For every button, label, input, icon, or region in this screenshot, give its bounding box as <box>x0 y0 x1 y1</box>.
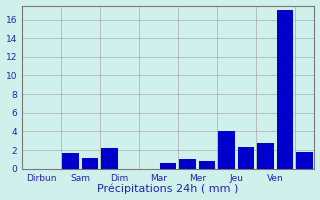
Bar <box>101 148 118 169</box>
Bar <box>160 163 176 169</box>
Bar <box>82 158 99 169</box>
Bar <box>257 143 274 169</box>
Bar <box>218 131 235 169</box>
X-axis label: Précipitations 24h ( mm ): Précipitations 24h ( mm ) <box>98 184 239 194</box>
Bar <box>180 159 196 169</box>
Bar <box>277 10 293 169</box>
Bar <box>296 152 313 169</box>
Bar <box>199 161 215 169</box>
Bar <box>238 147 254 169</box>
Bar <box>62 153 79 169</box>
